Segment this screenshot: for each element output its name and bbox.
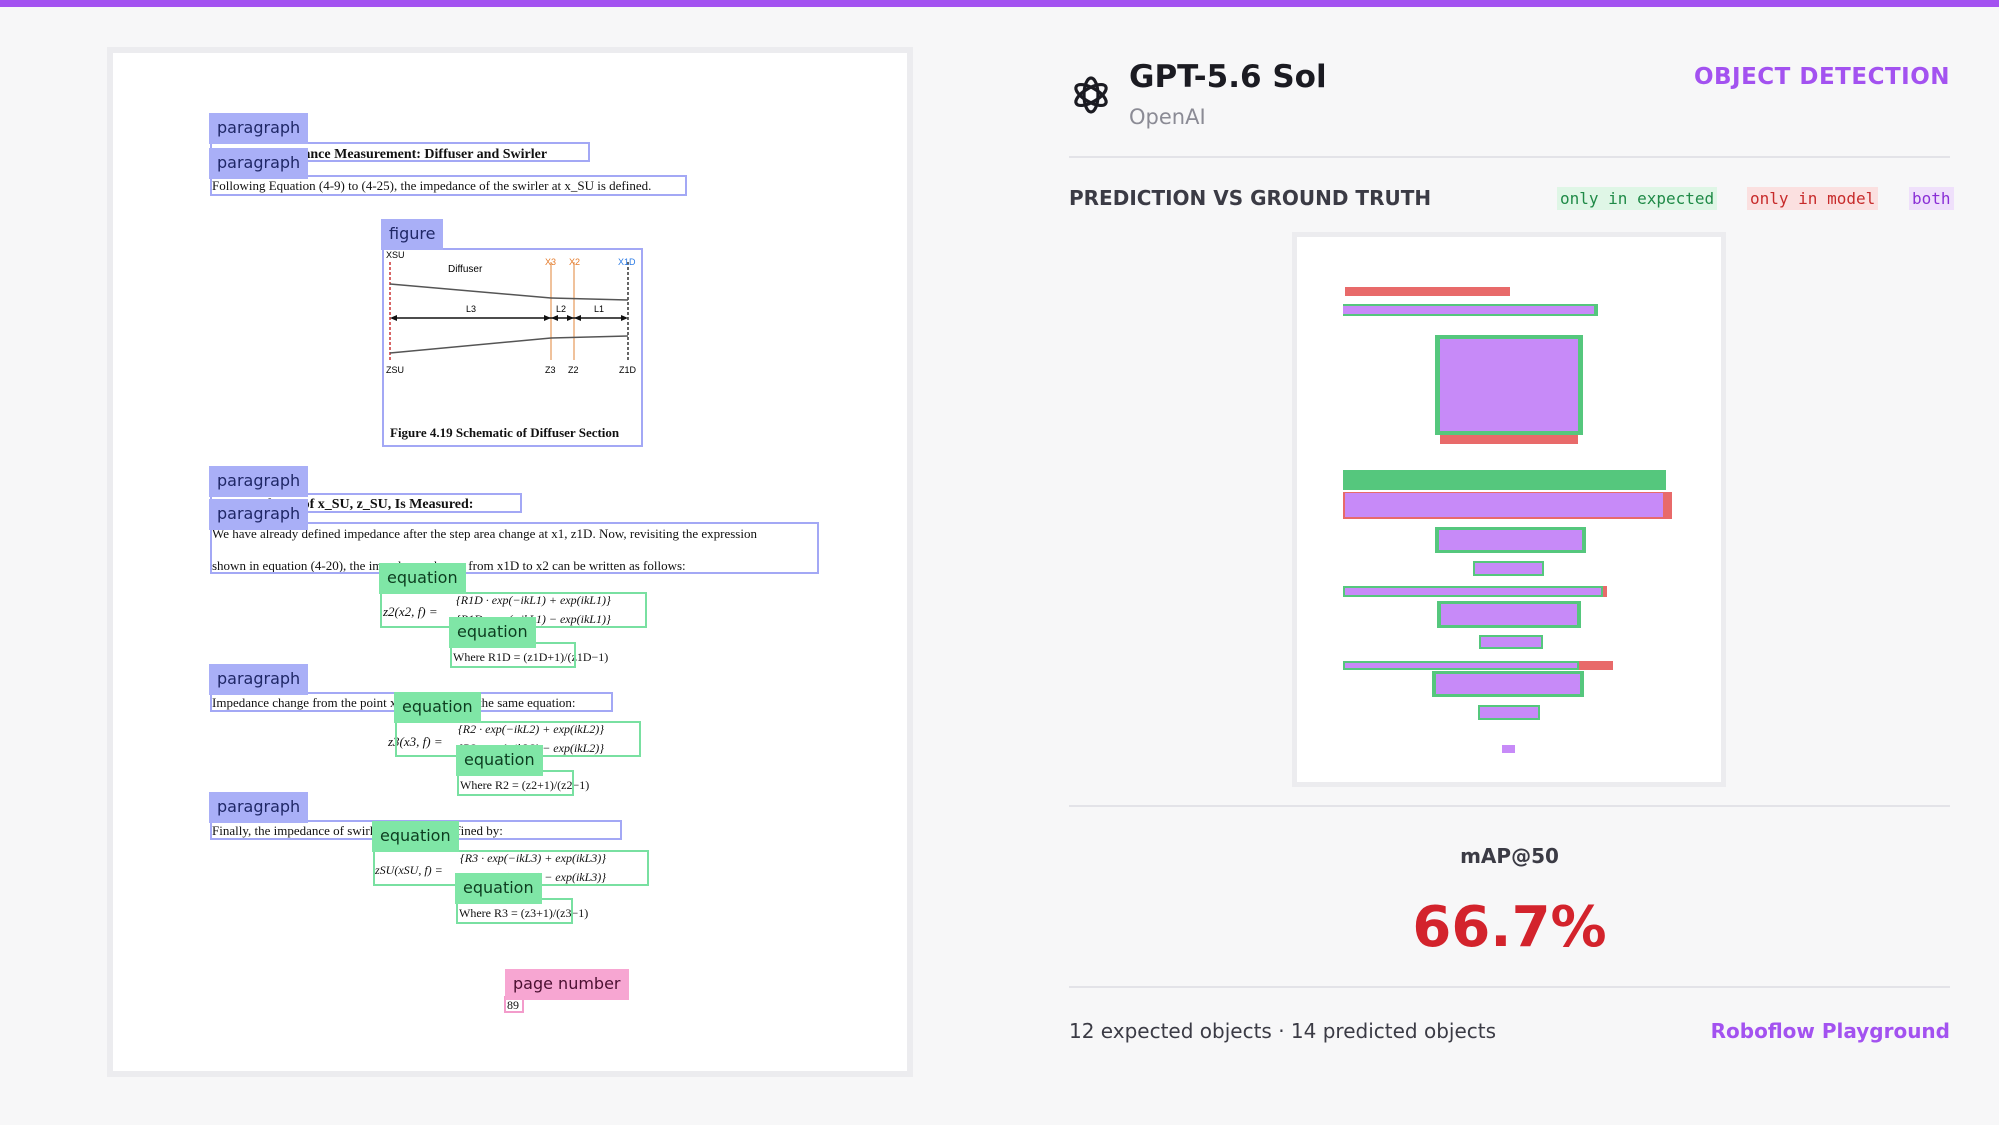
- fig-z2-label: Z2: [568, 365, 579, 375]
- overlay-both-box: [1439, 530, 1582, 550]
- openai-logo-icon: [1074, 76, 1108, 114]
- section-title: PREDICTION VS GROUND TRUTH: [1069, 186, 1432, 210]
- fig-zsu-label: ZSU: [386, 365, 404, 375]
- fig-z3-label: Z3: [545, 365, 556, 375]
- metric-label: mAP@50: [1460, 844, 1559, 868]
- diffuser-schematic-figure: XSU Diffuser X3 X2 X1D L3 L2 L1 Z3 Z2 Z1…: [386, 250, 637, 375]
- equation-lhs: z2(x2, f) =: [383, 604, 438, 619]
- metric-value: 66.7%: [1412, 895, 1607, 960]
- equation-lhs: z3(x3, f) =: [388, 734, 443, 749]
- overlay-both-box: [1481, 637, 1541, 647]
- equation-lhs: zSU(xSU, f) =: [375, 863, 443, 877]
- equation-label: equation: [449, 617, 536, 648]
- overlay-both-box: [1345, 663, 1577, 668]
- overlay-both-box: [1502, 745, 1515, 753]
- document-paragraph: We have already defined impedance after …: [212, 526, 757, 541]
- overlay-both-box: [1345, 588, 1601, 595]
- fig-x3-label: X3: [545, 257, 556, 267]
- paragraph-box: [210, 522, 819, 574]
- top-accent-bar: [0, 0, 1999, 7]
- divider: [1069, 986, 1950, 988]
- document-heading: 4.5.3 Impedance Measurement: Diffuser an…: [233, 147, 548, 162]
- equation-label: equation: [379, 563, 466, 594]
- divider: [1069, 805, 1950, 807]
- fig-l3-label: L3: [466, 304, 476, 314]
- overlay-both-box: [1343, 306, 1594, 314]
- fig-l2-label: L2: [556, 304, 566, 314]
- document-page: 4.5.3 Impedance Measurement: Diffuser an…: [113, 53, 907, 1071]
- fig-x2-label: X2: [569, 257, 580, 267]
- equation-where: Where R3 = (z3+1)/(z3−1): [459, 906, 589, 920]
- page-number-text: 89: [507, 998, 519, 1012]
- equation-where: Where R2 = (z2+1)/(z2−1): [460, 778, 590, 792]
- equation-label: equation: [394, 692, 481, 723]
- equation-label: equation: [456, 745, 543, 776]
- paragraph-label: paragraph: [209, 499, 309, 530]
- roboflow-playground-link[interactable]: Roboflow Playground: [1710, 1019, 1950, 1043]
- comparison-thumbnail: [1292, 232, 1726, 787]
- fig-diffuser-label: Diffuser: [448, 264, 483, 275]
- overlay-model-box: [1440, 435, 1578, 444]
- divider: [1069, 156, 1950, 158]
- paragraph-label: paragraph: [209, 792, 309, 823]
- fig-z1d-label: Z1D: [619, 365, 637, 375]
- paragraph-label: paragraph: [209, 113, 309, 144]
- legend-only-expected: only in expected: [1557, 187, 1718, 210]
- paragraph-box: [210, 175, 687, 196]
- overlay-expected-box: [1343, 470, 1666, 490]
- fig-x1d-label: X1D: [618, 257, 636, 267]
- object-counts: 12 expected objects · 14 predicted objec…: [1069, 1019, 1497, 1043]
- equation-label: equation: [455, 873, 542, 904]
- overlay-both-box: [1345, 493, 1663, 517]
- equation-numerator: {R1D · exp(−ikL1) + exp(ikL1)}: [456, 593, 611, 607]
- model-vendor: OpenAI: [1129, 105, 1206, 129]
- overlay-both-box: [1440, 339, 1578, 431]
- overlay-both-box: [1436, 674, 1580, 694]
- figure-box: [382, 248, 643, 447]
- model-name: GPT-5.6 Sol: [1129, 59, 1327, 95]
- figure-label: figure: [381, 219, 444, 250]
- paragraph-label: paragraph: [209, 664, 309, 695]
- document-paragraph: Impedance change from the point x2 to x3…: [212, 695, 576, 710]
- legend-only-model: only in model: [1747, 187, 1879, 210]
- overlay-both-box: [1441, 604, 1577, 625]
- equation-numerator: {R3 · exp(−ikL3) + exp(ikL3)}: [460, 851, 607, 865]
- equation-where: Where R1D = (z1D+1)/(z1D−1): [453, 650, 609, 664]
- legend-both: both: [1909, 187, 1954, 210]
- fig-xsu-label: XSU: [386, 250, 405, 260]
- overlay-both-box: [1480, 707, 1538, 718]
- fig-l1-label: L1: [594, 304, 604, 314]
- page-number-label: page number: [505, 969, 629, 1000]
- paragraph-label: paragraph: [209, 148, 309, 179]
- overlay-model-box: [1345, 287, 1510, 296]
- task-type: OBJECT DETECTION: [1693, 64, 1950, 90]
- overlay-both-box: [1475, 563, 1542, 574]
- equation-label: equation: [372, 821, 459, 852]
- annotated-document-panel: 4.5.3 Impedance Measurement: Diffuser an…: [107, 47, 913, 1077]
- paragraph-label: paragraph: [209, 466, 309, 497]
- equation-numerator: {R2 · exp(−ikL2) + exp(ikL2)}: [458, 722, 605, 736]
- document-paragraph: Following Equation (4-9) to (4-25), the …: [212, 178, 652, 193]
- figure-caption: Figure 4.19 Schematic of Diffuser Sectio…: [390, 425, 620, 440]
